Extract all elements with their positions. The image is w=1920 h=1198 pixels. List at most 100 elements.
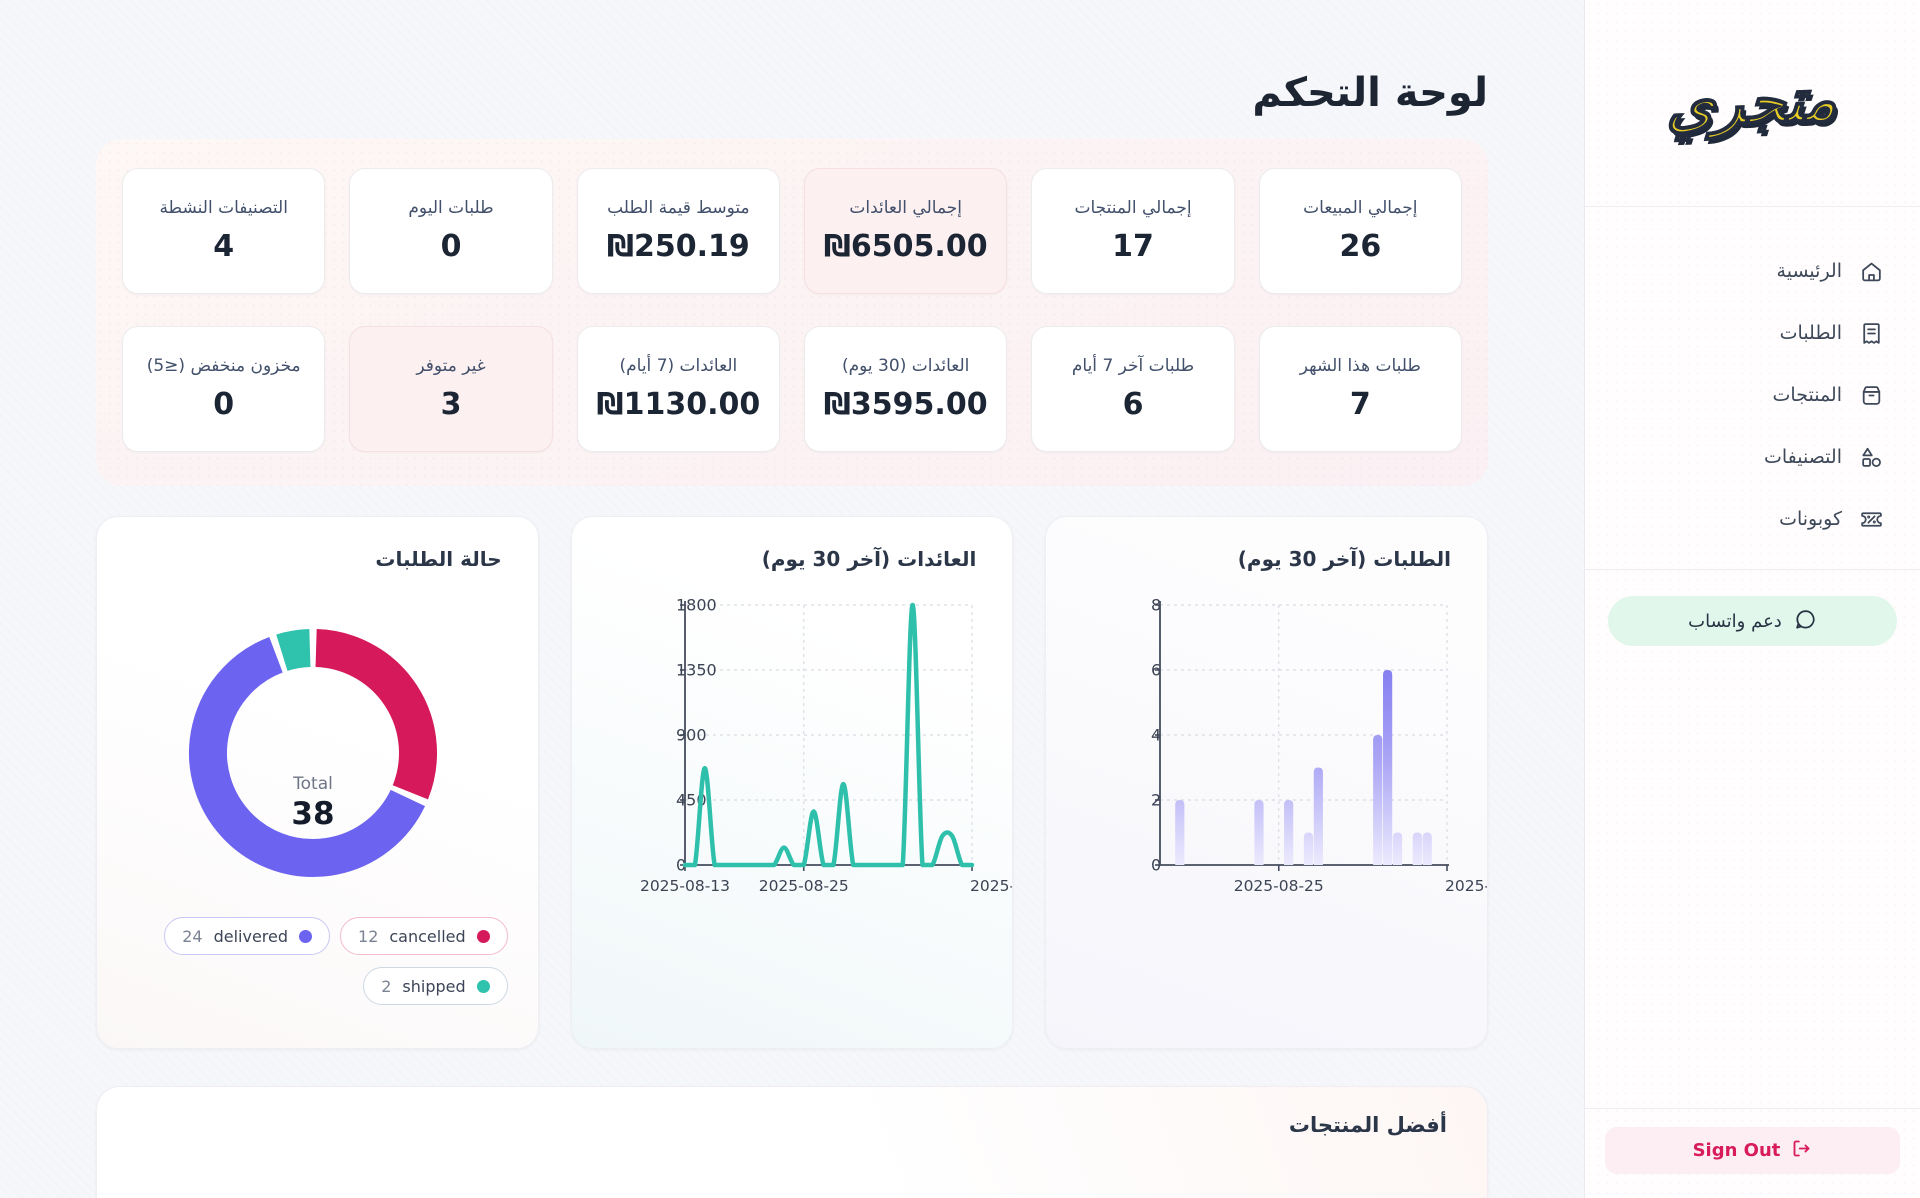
svg-text:1800: 1800 — [676, 596, 717, 615]
whatsapp-support-label: دعم واتساب — [1688, 610, 1782, 632]
sidebar-divider — [1585, 569, 1920, 570]
svg-text:0: 0 — [676, 856, 686, 875]
sidebar: متجري الرئيسية الطلبات المنتجات التصنيفات كو… — [1584, 0, 1920, 1198]
legend-count: 12 — [358, 926, 379, 946]
sidebar-item-ticket[interactable]: كوبونات — [1609, 495, 1884, 543]
legend-pill-cancelled[interactable]: cancelled 12 — [340, 917, 508, 955]
sidebar-item-shapes[interactable]: التصنيفات — [1609, 433, 1884, 481]
stat-card: العائدات (30 يوم) ₪3595.00 — [804, 326, 1008, 452]
logo-wrap: متجري — [1585, 0, 1920, 207]
box-icon — [1858, 382, 1884, 408]
sign-out-label: Sign Out — [1692, 1140, 1781, 1161]
stat-card: إجمالي العائدات ₪6505.00 — [804, 168, 1008, 294]
logout-icon — [1791, 1138, 1812, 1163]
revenue-chart-title: العائدات (آخر 30 يوم) — [761, 547, 977, 571]
stat-card: العائدات (7 أيام) ₪1130.00 — [576, 326, 781, 452]
sidebar-item-label: التصنيفات — [1763, 446, 1842, 468]
stat-card: طلبات اليوم 0 — [349, 168, 553, 294]
stat-value: 0 — [213, 387, 235, 422]
home-icon — [1858, 258, 1884, 284]
sidebar-nav: الرئيسية الطلبات المنتجات التصنيفات كوبونات — [1585, 207, 1920, 543]
stat-label: إجمالي المبيعات — [1303, 198, 1418, 218]
stat-card: التصنيفات النشطة 4 — [122, 168, 326, 294]
legend-dot — [299, 929, 313, 943]
stat-value: ₪1130.00 — [596, 387, 761, 422]
stat-card: إجمالي المبيعات 26 — [1258, 168, 1462, 294]
svg-text:2025-08-25: 2025-08-25 — [759, 877, 849, 895]
sidebar-item-box[interactable]: المنتجات — [1609, 371, 1884, 419]
stat-card: إجمالي المنتجات 17 — [1031, 168, 1235, 294]
svg-text:8: 8 — [1151, 596, 1161, 615]
stat-value: 6 — [1122, 387, 1144, 422]
sidebar-item-label: المنتجات — [1772, 384, 1842, 406]
stat-value: 17 — [1112, 229, 1154, 264]
stat-value: 7 — [1349, 387, 1371, 422]
revenue-chart-card: العائدات (آخر 30 يوم) 0 450 900 1350 1800 202… — [570, 516, 1014, 1049]
stat-value: 4 — [213, 229, 235, 264]
donut-center-value: 38 — [291, 796, 334, 832]
whatsapp-support-button[interactable]: دعم واتساب — [1608, 596, 1897, 646]
legend-label: delivered — [213, 926, 289, 946]
orders-chart-card: الطلبات (آخر 30 يوم) 0 2 4 6 8 2025-08-25 2025… — [1045, 516, 1488, 1049]
donut-center-label: Total — [292, 774, 333, 794]
stat-label: إجمالي المنتجات — [1074, 198, 1192, 218]
stat-value: ₪250.19 — [606, 229, 750, 264]
stat-card: غير متوفر 3 — [349, 326, 553, 452]
signout-zone: Sign Out — [1585, 1108, 1920, 1198]
stat-label: إجمالي العائدات — [849, 198, 963, 218]
sign-out-button[interactable]: Sign Out — [1605, 1127, 1900, 1174]
legend-count: 24 — [182, 926, 203, 946]
stat-card: متوسط قيمة الطلب ₪250.19 — [576, 168, 781, 294]
sidebar-item-home[interactable]: الرئيسية — [1609, 247, 1884, 295]
sidebar-item-label: الرئيسية — [1776, 260, 1842, 282]
ticket-icon — [1858, 506, 1884, 532]
order-status-title: حالة الطلبات — [375, 547, 502, 571]
order-status-legend: cancelled 12 delivered 24 shipped 2 — [127, 917, 508, 1005]
sidebar-item-label: كوبونات — [1779, 508, 1842, 530]
best-products-card: أفضل المنتجات — [96, 1086, 1488, 1198]
svg-text:2025-09-11: 2025-09-11 — [970, 877, 1012, 895]
svg-text:0: 0 — [1151, 856, 1161, 875]
stat-card: طلبات آخر 7 أيام 6 — [1031, 326, 1235, 452]
svg-text:900: 900 — [676, 726, 707, 745]
charts-row: الطلبات (آخر 30 يوم) 0 2 4 6 8 2025-08-25 2025… — [95, 516, 1488, 1049]
svg-text:2025-09-11: 2025-09-11 — [1445, 877, 1487, 895]
page-title: لوحة التحكم — [1252, 70, 1488, 116]
stat-label: التصنيفات النشطة — [159, 198, 288, 218]
sidebar-item-receipt[interactable]: الطلبات — [1609, 309, 1884, 357]
svg-text:6: 6 — [1151, 661, 1161, 680]
stat-card: طلبات هذا الشهر 7 — [1258, 326, 1462, 452]
svg-text:2025-08-13: 2025-08-13 — [640, 877, 730, 895]
stat-value: 3 — [440, 387, 462, 422]
stat-label: مخزون منخفض (≤5) — [146, 356, 301, 376]
legend-count: 2 — [381, 976, 392, 996]
order-status-card: حالة الطلبات Total 38 cancelled 12 delivere… — [95, 516, 539, 1049]
stat-value: 0 — [440, 229, 462, 264]
best-products-title: أفضل المنتجات — [1288, 1113, 1447, 1137]
store-logo: متجري — [1664, 64, 1840, 142]
svg-text:4: 4 — [1151, 726, 1161, 745]
legend-pill-shipped[interactable]: shipped 2 — [363, 967, 508, 1005]
stat-card: مخزون منخفض (≤5) 0 — [122, 326, 326, 452]
svg-text:2025-08-25: 2025-08-25 — [1234, 877, 1324, 895]
stat-value: ₪6505.00 — [823, 229, 988, 264]
main-content: لوحة التحكم إجمالي المبيعات 26 إجمالي المن… — [95, 70, 1489, 1198]
sidebar-item-label: الطلبات — [1779, 322, 1842, 344]
stat-label: العائدات (7 أيام) — [619, 356, 738, 376]
legend-dot — [476, 979, 490, 993]
legend-dot — [476, 929, 490, 943]
orders-chart-title: الطلبات (آخر 30 يوم) — [1237, 547, 1451, 571]
shapes-icon — [1858, 444, 1884, 470]
stats-panel: إجمالي المبيعات 26 إجمالي المنتجات 17 إجمالي… — [96, 139, 1488, 486]
receipt-icon — [1858, 320, 1884, 346]
stat-value: ₪3595.00 — [823, 387, 988, 422]
stat-label: طلبات هذا الشهر — [1299, 356, 1421, 376]
stat-value: 26 — [1339, 229, 1382, 264]
legend-label: cancelled — [389, 926, 466, 946]
stat-label: العائدات (30 يوم) — [841, 356, 970, 376]
stat-label: طلبات اليوم — [408, 198, 494, 218]
stat-label: غير متوفر — [416, 356, 486, 376]
legend-pill-delivered[interactable]: delivered 24 — [164, 917, 331, 955]
stat-label: طلبات آخر 7 أيام — [1071, 356, 1195, 376]
stat-label: متوسط قيمة الطلب — [607, 198, 750, 218]
